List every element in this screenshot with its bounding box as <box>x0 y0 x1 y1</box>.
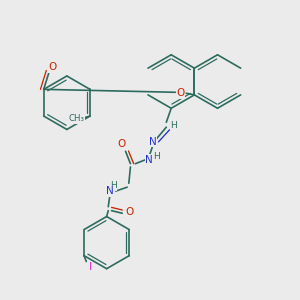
Text: N: N <box>149 137 157 147</box>
Text: N: N <box>146 155 153 165</box>
Text: O: O <box>48 62 56 72</box>
Text: O: O <box>118 139 126 149</box>
Text: H: H <box>170 121 177 130</box>
Text: O: O <box>125 207 134 217</box>
Text: H: H <box>110 182 116 190</box>
Text: N: N <box>106 186 114 196</box>
Text: O: O <box>176 88 185 98</box>
Text: I: I <box>89 262 92 272</box>
Text: CH₃: CH₃ <box>68 114 84 123</box>
Text: H: H <box>153 152 160 161</box>
